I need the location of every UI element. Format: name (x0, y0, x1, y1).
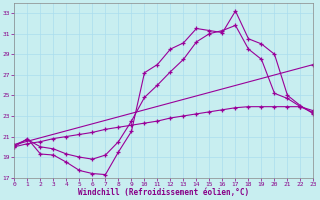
X-axis label: Windchill (Refroidissement éolien,°C): Windchill (Refroidissement éolien,°C) (78, 188, 250, 197)
